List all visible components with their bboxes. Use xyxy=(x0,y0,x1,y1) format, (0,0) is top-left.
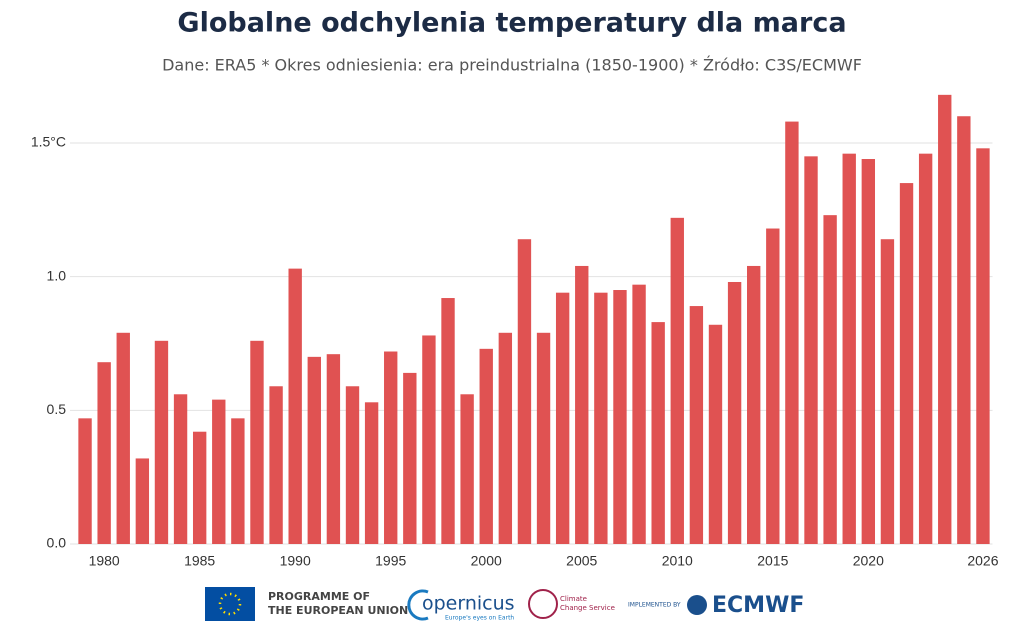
c3s-text: Change Service xyxy=(560,604,615,612)
bar xyxy=(747,265,761,544)
c3s-logo: Climate Change Service xyxy=(528,589,615,619)
bar xyxy=(918,153,933,544)
bar xyxy=(116,332,130,544)
bar xyxy=(250,340,264,544)
copernicus-c xyxy=(407,589,429,621)
ecmwf-icon xyxy=(687,595,707,615)
bar xyxy=(441,298,455,544)
bar xyxy=(364,402,379,544)
bar xyxy=(670,217,684,544)
bar xyxy=(517,239,532,544)
x-tick-label: 2015 xyxy=(757,553,788,569)
bar xyxy=(976,148,990,545)
x-tick-label: 1990 xyxy=(280,553,311,569)
bar xyxy=(422,335,436,544)
bar xyxy=(326,354,341,544)
eu-text: THE EUROPEAN UNION xyxy=(268,604,408,617)
x-tick-label: 2020 xyxy=(853,553,884,569)
eu-text: PROGRAMME OF xyxy=(268,590,370,603)
bar xyxy=(460,394,474,544)
c3s-icon xyxy=(528,589,558,619)
eu-stars xyxy=(218,592,242,616)
bar xyxy=(231,418,245,544)
x-tick-label: 2026 xyxy=(967,553,998,569)
ecmwf-logo: IMPLEMENTED BY ECMWF xyxy=(628,593,804,618)
bar xyxy=(804,156,818,544)
y-tick-label: 1.5°C xyxy=(31,134,66,150)
x-tick-label: 1985 xyxy=(184,553,215,569)
bar xyxy=(880,239,895,544)
y-tick-label: 0.0 xyxy=(47,535,67,551)
bar xyxy=(957,116,971,544)
bar xyxy=(498,332,513,544)
bar xyxy=(727,281,742,544)
bar xyxy=(651,322,665,544)
bar xyxy=(288,268,302,544)
bar xyxy=(97,362,111,544)
bar xyxy=(613,290,627,544)
bar xyxy=(345,386,360,544)
copernicus-text: opernicus xyxy=(422,593,515,615)
bar xyxy=(785,121,799,545)
bar xyxy=(173,394,188,544)
bar xyxy=(307,356,321,544)
c3s-text: Climate xyxy=(560,595,587,603)
chart-subtitle: Dane: ERA5 * Okres odniesienia: era prei… xyxy=(162,56,862,75)
bar xyxy=(594,292,608,544)
chart-title: Globalne odchylenia temperatury dla marc… xyxy=(177,8,846,39)
bar xyxy=(78,418,92,544)
bar xyxy=(766,228,780,544)
copernicus-tag: Europe's eyes on Earth xyxy=(445,615,514,622)
bar xyxy=(555,292,570,544)
bar xyxy=(269,386,283,544)
copernicus-logo: opernicus Europe's eyes on Earth xyxy=(407,589,515,622)
ecmwf-text: ECMWF xyxy=(712,593,804,618)
bar xyxy=(938,94,952,545)
implemented-text: IMPLEMENTED BY xyxy=(628,602,681,609)
bar xyxy=(536,332,551,544)
x-tick-label: 2010 xyxy=(662,553,693,569)
x-tick-label: 1980 xyxy=(89,553,120,569)
bar xyxy=(861,159,876,544)
bar xyxy=(154,340,169,544)
bar xyxy=(135,458,150,544)
x-tick-label: 1995 xyxy=(375,553,406,569)
bar xyxy=(899,183,914,544)
bar xyxy=(842,153,856,544)
bar xyxy=(479,348,493,544)
bar xyxy=(823,215,837,544)
x-tick-label: 2005 xyxy=(566,553,597,569)
bar xyxy=(192,431,207,544)
bar xyxy=(403,372,417,544)
y-tick-label: 1.0 xyxy=(47,267,67,283)
bar xyxy=(708,324,723,544)
eu-logo: PROGRAMME OF THE EUROPEAN UNION xyxy=(205,587,408,621)
bar xyxy=(632,284,646,544)
bar xyxy=(384,351,398,544)
y-tick-label: 0.5 xyxy=(47,401,67,417)
bar xyxy=(689,306,704,544)
x-tick-label: 2000 xyxy=(471,553,502,569)
bar xyxy=(575,265,589,544)
eu-flag xyxy=(205,587,255,621)
bar xyxy=(212,399,226,544)
